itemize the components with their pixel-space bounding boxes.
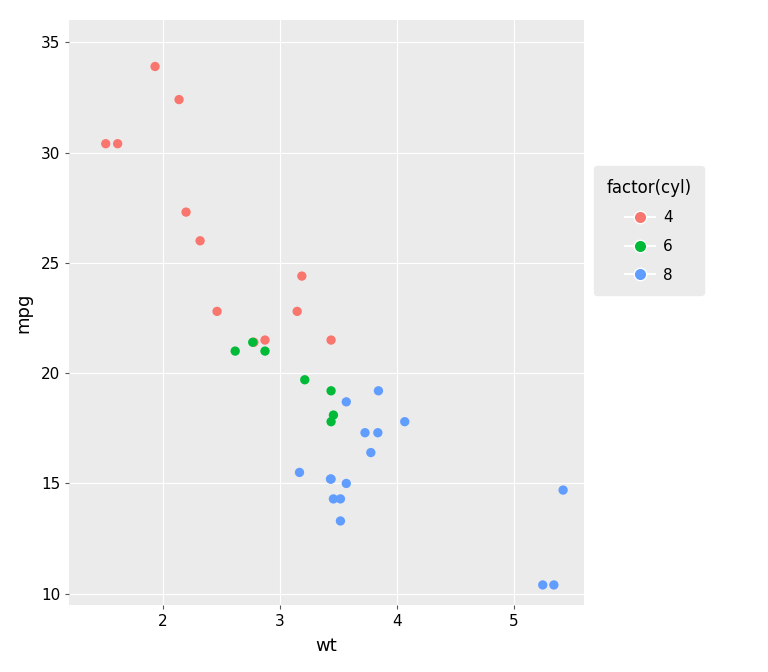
X-axis label: wt: wt (316, 637, 337, 655)
8 (325, 474, 337, 485)
4 (149, 61, 161, 72)
4 (291, 306, 303, 317)
8 (372, 386, 385, 396)
8 (340, 478, 353, 489)
Legend: 4, 6, 8: 4, 6, 8 (594, 166, 703, 295)
8 (327, 493, 339, 504)
6 (327, 410, 339, 421)
6 (325, 386, 337, 396)
6 (259, 345, 271, 356)
4 (180, 207, 192, 218)
6 (325, 417, 337, 427)
8 (293, 467, 306, 478)
8 (372, 427, 384, 438)
4 (173, 94, 185, 105)
Y-axis label: mpg: mpg (15, 292, 32, 333)
4 (296, 271, 308, 282)
8 (359, 427, 371, 438)
8 (365, 447, 377, 458)
6 (229, 345, 241, 356)
8 (340, 396, 353, 407)
8 (548, 579, 560, 590)
8 (334, 515, 346, 526)
4 (325, 335, 337, 345)
4 (111, 138, 124, 149)
4 (248, 337, 260, 347)
8 (537, 579, 549, 590)
8 (399, 417, 411, 427)
8 (334, 493, 346, 504)
4 (259, 335, 271, 345)
6 (247, 337, 259, 347)
4 (100, 138, 112, 149)
8 (557, 485, 569, 495)
6 (299, 374, 311, 385)
8 (324, 474, 336, 485)
4 (211, 306, 223, 317)
4 (194, 235, 207, 246)
